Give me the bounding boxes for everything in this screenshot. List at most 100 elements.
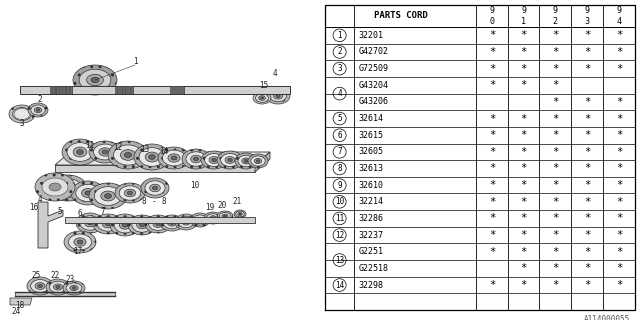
Text: *: * xyxy=(489,114,495,124)
Ellipse shape xyxy=(255,94,269,102)
Text: *: * xyxy=(552,197,559,207)
FancyBboxPatch shape xyxy=(20,86,290,94)
Text: *: * xyxy=(616,247,622,257)
Ellipse shape xyxy=(145,152,159,162)
Text: 7: 7 xyxy=(337,147,342,156)
Text: 12: 12 xyxy=(335,231,344,240)
Text: *: * xyxy=(489,164,495,173)
Ellipse shape xyxy=(140,223,145,227)
Ellipse shape xyxy=(256,160,260,162)
Text: *: * xyxy=(520,30,527,40)
Ellipse shape xyxy=(104,194,111,198)
FancyBboxPatch shape xyxy=(170,86,184,94)
Ellipse shape xyxy=(35,173,75,201)
Ellipse shape xyxy=(106,222,111,226)
Text: *: * xyxy=(489,130,495,140)
Ellipse shape xyxy=(64,231,96,253)
Text: G2251: G2251 xyxy=(358,247,383,256)
Ellipse shape xyxy=(81,188,95,197)
Text: 5: 5 xyxy=(337,114,342,123)
Text: *: * xyxy=(584,147,590,157)
Text: 9
0: 9 0 xyxy=(489,6,494,26)
Text: *: * xyxy=(584,47,590,57)
Ellipse shape xyxy=(91,77,99,83)
Polygon shape xyxy=(55,165,255,172)
Text: *: * xyxy=(584,280,590,290)
Text: 14: 14 xyxy=(335,281,344,290)
Text: 32610: 32610 xyxy=(358,181,383,190)
Text: *: * xyxy=(520,64,527,74)
Ellipse shape xyxy=(94,187,122,205)
Text: 3: 3 xyxy=(337,64,342,73)
Text: *: * xyxy=(552,180,559,190)
Text: 32237: 32237 xyxy=(358,231,383,240)
Text: *: * xyxy=(552,263,559,273)
FancyBboxPatch shape xyxy=(65,217,255,223)
Text: *: * xyxy=(520,80,527,90)
Ellipse shape xyxy=(102,150,108,154)
Text: *: * xyxy=(520,280,527,290)
Ellipse shape xyxy=(253,92,271,104)
Ellipse shape xyxy=(89,183,127,209)
Ellipse shape xyxy=(88,221,93,225)
Text: 17: 17 xyxy=(74,247,83,257)
Ellipse shape xyxy=(242,158,250,164)
Ellipse shape xyxy=(124,189,136,197)
Ellipse shape xyxy=(205,154,223,166)
Text: *: * xyxy=(520,247,527,257)
Text: *: * xyxy=(584,247,590,257)
Text: 32298: 32298 xyxy=(358,281,383,290)
Ellipse shape xyxy=(36,109,40,111)
Text: 32615: 32615 xyxy=(358,131,383,140)
Text: *: * xyxy=(584,263,590,273)
Ellipse shape xyxy=(85,191,91,195)
Text: *: * xyxy=(520,213,527,223)
Ellipse shape xyxy=(198,219,202,221)
Ellipse shape xyxy=(175,214,197,230)
Text: A114000055: A114000055 xyxy=(584,315,630,320)
Text: 24: 24 xyxy=(12,308,20,316)
Text: 11: 11 xyxy=(85,140,95,149)
Ellipse shape xyxy=(89,141,121,163)
Text: 9
3: 9 3 xyxy=(585,6,589,26)
Ellipse shape xyxy=(120,150,136,160)
Text: *: * xyxy=(552,280,559,290)
Ellipse shape xyxy=(114,145,143,165)
Ellipse shape xyxy=(145,215,171,233)
Text: *: * xyxy=(520,114,527,124)
Polygon shape xyxy=(10,298,32,305)
Ellipse shape xyxy=(184,220,188,223)
Ellipse shape xyxy=(193,215,207,225)
Text: *: * xyxy=(616,213,622,223)
Ellipse shape xyxy=(160,215,184,231)
Ellipse shape xyxy=(62,139,98,165)
Ellipse shape xyxy=(186,152,206,166)
Text: *: * xyxy=(584,180,590,190)
Ellipse shape xyxy=(239,213,241,215)
Ellipse shape xyxy=(238,155,254,167)
Ellipse shape xyxy=(93,214,123,234)
Ellipse shape xyxy=(134,144,170,170)
Text: *: * xyxy=(552,80,559,90)
Text: *: * xyxy=(616,130,622,140)
Ellipse shape xyxy=(86,74,104,86)
Ellipse shape xyxy=(150,184,160,192)
Text: *: * xyxy=(489,64,495,74)
Text: 5: 5 xyxy=(58,207,62,217)
Text: *: * xyxy=(489,230,495,240)
Text: *: * xyxy=(520,180,527,190)
Ellipse shape xyxy=(71,181,105,205)
Ellipse shape xyxy=(171,156,177,160)
Text: *: * xyxy=(584,213,590,223)
Ellipse shape xyxy=(158,147,190,169)
Ellipse shape xyxy=(61,183,76,193)
Text: *: * xyxy=(552,64,559,74)
Ellipse shape xyxy=(225,156,235,164)
Ellipse shape xyxy=(204,212,222,224)
Ellipse shape xyxy=(49,183,61,191)
Text: 9
4: 9 4 xyxy=(616,6,621,26)
Ellipse shape xyxy=(119,186,141,200)
Ellipse shape xyxy=(84,219,95,227)
Text: *: * xyxy=(489,247,495,257)
Ellipse shape xyxy=(170,221,174,224)
